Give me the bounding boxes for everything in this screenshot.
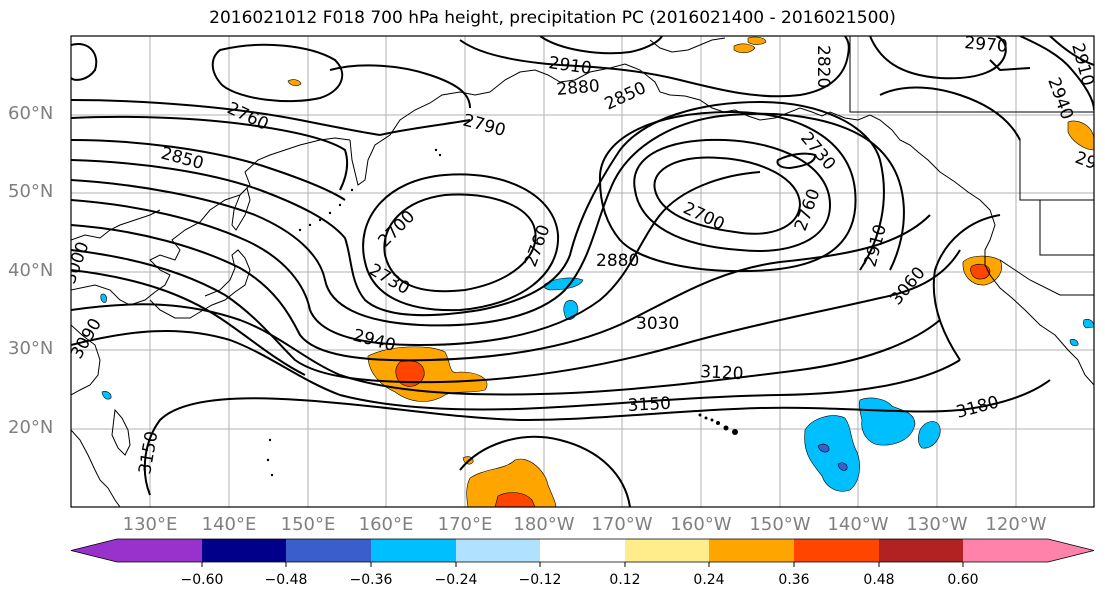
colorbar-tick-label: −0.60: [180, 572, 224, 588]
colorbar-tick-label: −0.48: [264, 572, 308, 588]
lon-label: 180°W: [513, 514, 575, 535]
precip-anomaly-shading: [100, 36, 1094, 507]
map-title: 2016021012 F018 700 hPa height, precipit…: [209, 8, 896, 28]
colorbar-segment: [794, 539, 879, 562]
contour-label: 2700: [680, 198, 728, 234]
lon-label: 140°E: [201, 514, 257, 535]
colorbar-segment: [456, 539, 540, 562]
contour-label: 2760: [224, 98, 272, 134]
colorbar-segment: [540, 539, 625, 562]
coastlines: [71, 36, 1094, 507]
colorbar-extend-low: [71, 539, 117, 562]
colorbar-segment: [117, 539, 202, 562]
map-frame: [70, 35, 1095, 508]
contour-label: 2970: [964, 33, 1009, 57]
map-panel: 2910 2880 2850 2820 2970 2910 2940 2760 …: [60, 33, 1099, 507]
contour-label: 2880: [596, 251, 639, 271]
contour-label: 3180: [954, 392, 1001, 423]
colorbar-segment: [202, 539, 286, 562]
lon-label: 130°W: [906, 514, 968, 535]
colorbar-segment: [963, 539, 1048, 562]
contour-label: 2700: [374, 207, 419, 252]
contour-label: 3150: [627, 394, 671, 416]
contour-label: 3030: [636, 314, 679, 334]
lon-label: 170°W: [591, 514, 653, 535]
contour-label: 2760: [521, 222, 555, 269]
colorbar-segment: [879, 539, 963, 562]
contour-label: 2730: [796, 128, 839, 174]
contour-label: 3000: [60, 239, 94, 286]
lon-label: 150°E: [280, 514, 336, 535]
lon-label: 170°E: [437, 514, 493, 535]
colorbar-tick-label: −0.12: [518, 572, 562, 588]
colorbar-tick-label: −0.24: [434, 572, 478, 588]
lon-label: 160°W: [670, 514, 732, 535]
colorbar-extend-high: [1048, 539, 1094, 562]
lon-label: 160°E: [358, 514, 414, 535]
colorbar-segment: [286, 539, 371, 562]
contour-label: 3120: [700, 362, 744, 384]
contour-label: 2940: [351, 326, 398, 357]
contour-label: 3150: [135, 430, 162, 476]
contour-label: 2910: [1067, 41, 1098, 88]
colorbar-segment: [371, 539, 456, 562]
contour-label: 2910: [861, 222, 892, 269]
colorbar-tick-label: 0.48: [863, 572, 895, 588]
contour-labels: 2910 2880 2850 2820 2970 2910 2940 2760 …: [60, 33, 1099, 476]
contour-label: 2880: [556, 76, 601, 100]
colorbar: [70, 538, 1095, 567]
colorbar-outline: [70, 538, 1095, 563]
lon-label: 120°W: [985, 514, 1047, 535]
contour-label: 2910: [547, 53, 593, 79]
contour-label: 2850: [159, 144, 206, 175]
lat-label: 50°N: [8, 181, 54, 202]
colorbar-tick-label: 0.12: [609, 572, 641, 588]
lon-label: 140°W: [827, 514, 889, 535]
islands: [266, 148, 738, 477]
height-contours: [71, 36, 1094, 507]
contour-label: 29: [1072, 148, 1099, 174]
lon-label: 130°E: [122, 514, 178, 535]
lat-label: 20°N: [8, 417, 54, 438]
contour-label: 2850: [602, 78, 650, 114]
contour-label: 2820: [813, 45, 833, 88]
lat-label: 40°N: [8, 260, 54, 281]
colorbar-tick-label: 0.36: [778, 572, 810, 588]
lon-label: 150°W: [749, 514, 811, 535]
colorbar-tick-label: 0.60: [947, 572, 979, 588]
colorbar-segment: [709, 539, 794, 562]
lat-label: 60°N: [8, 103, 54, 124]
contour-label: 3060: [887, 263, 930, 309]
colorbar-segment: [625, 539, 709, 562]
lat-label: 30°N: [8, 338, 54, 359]
colorbar-tick-label: 0.24: [693, 572, 725, 588]
colorbar-tick-label: −0.36: [349, 572, 393, 588]
